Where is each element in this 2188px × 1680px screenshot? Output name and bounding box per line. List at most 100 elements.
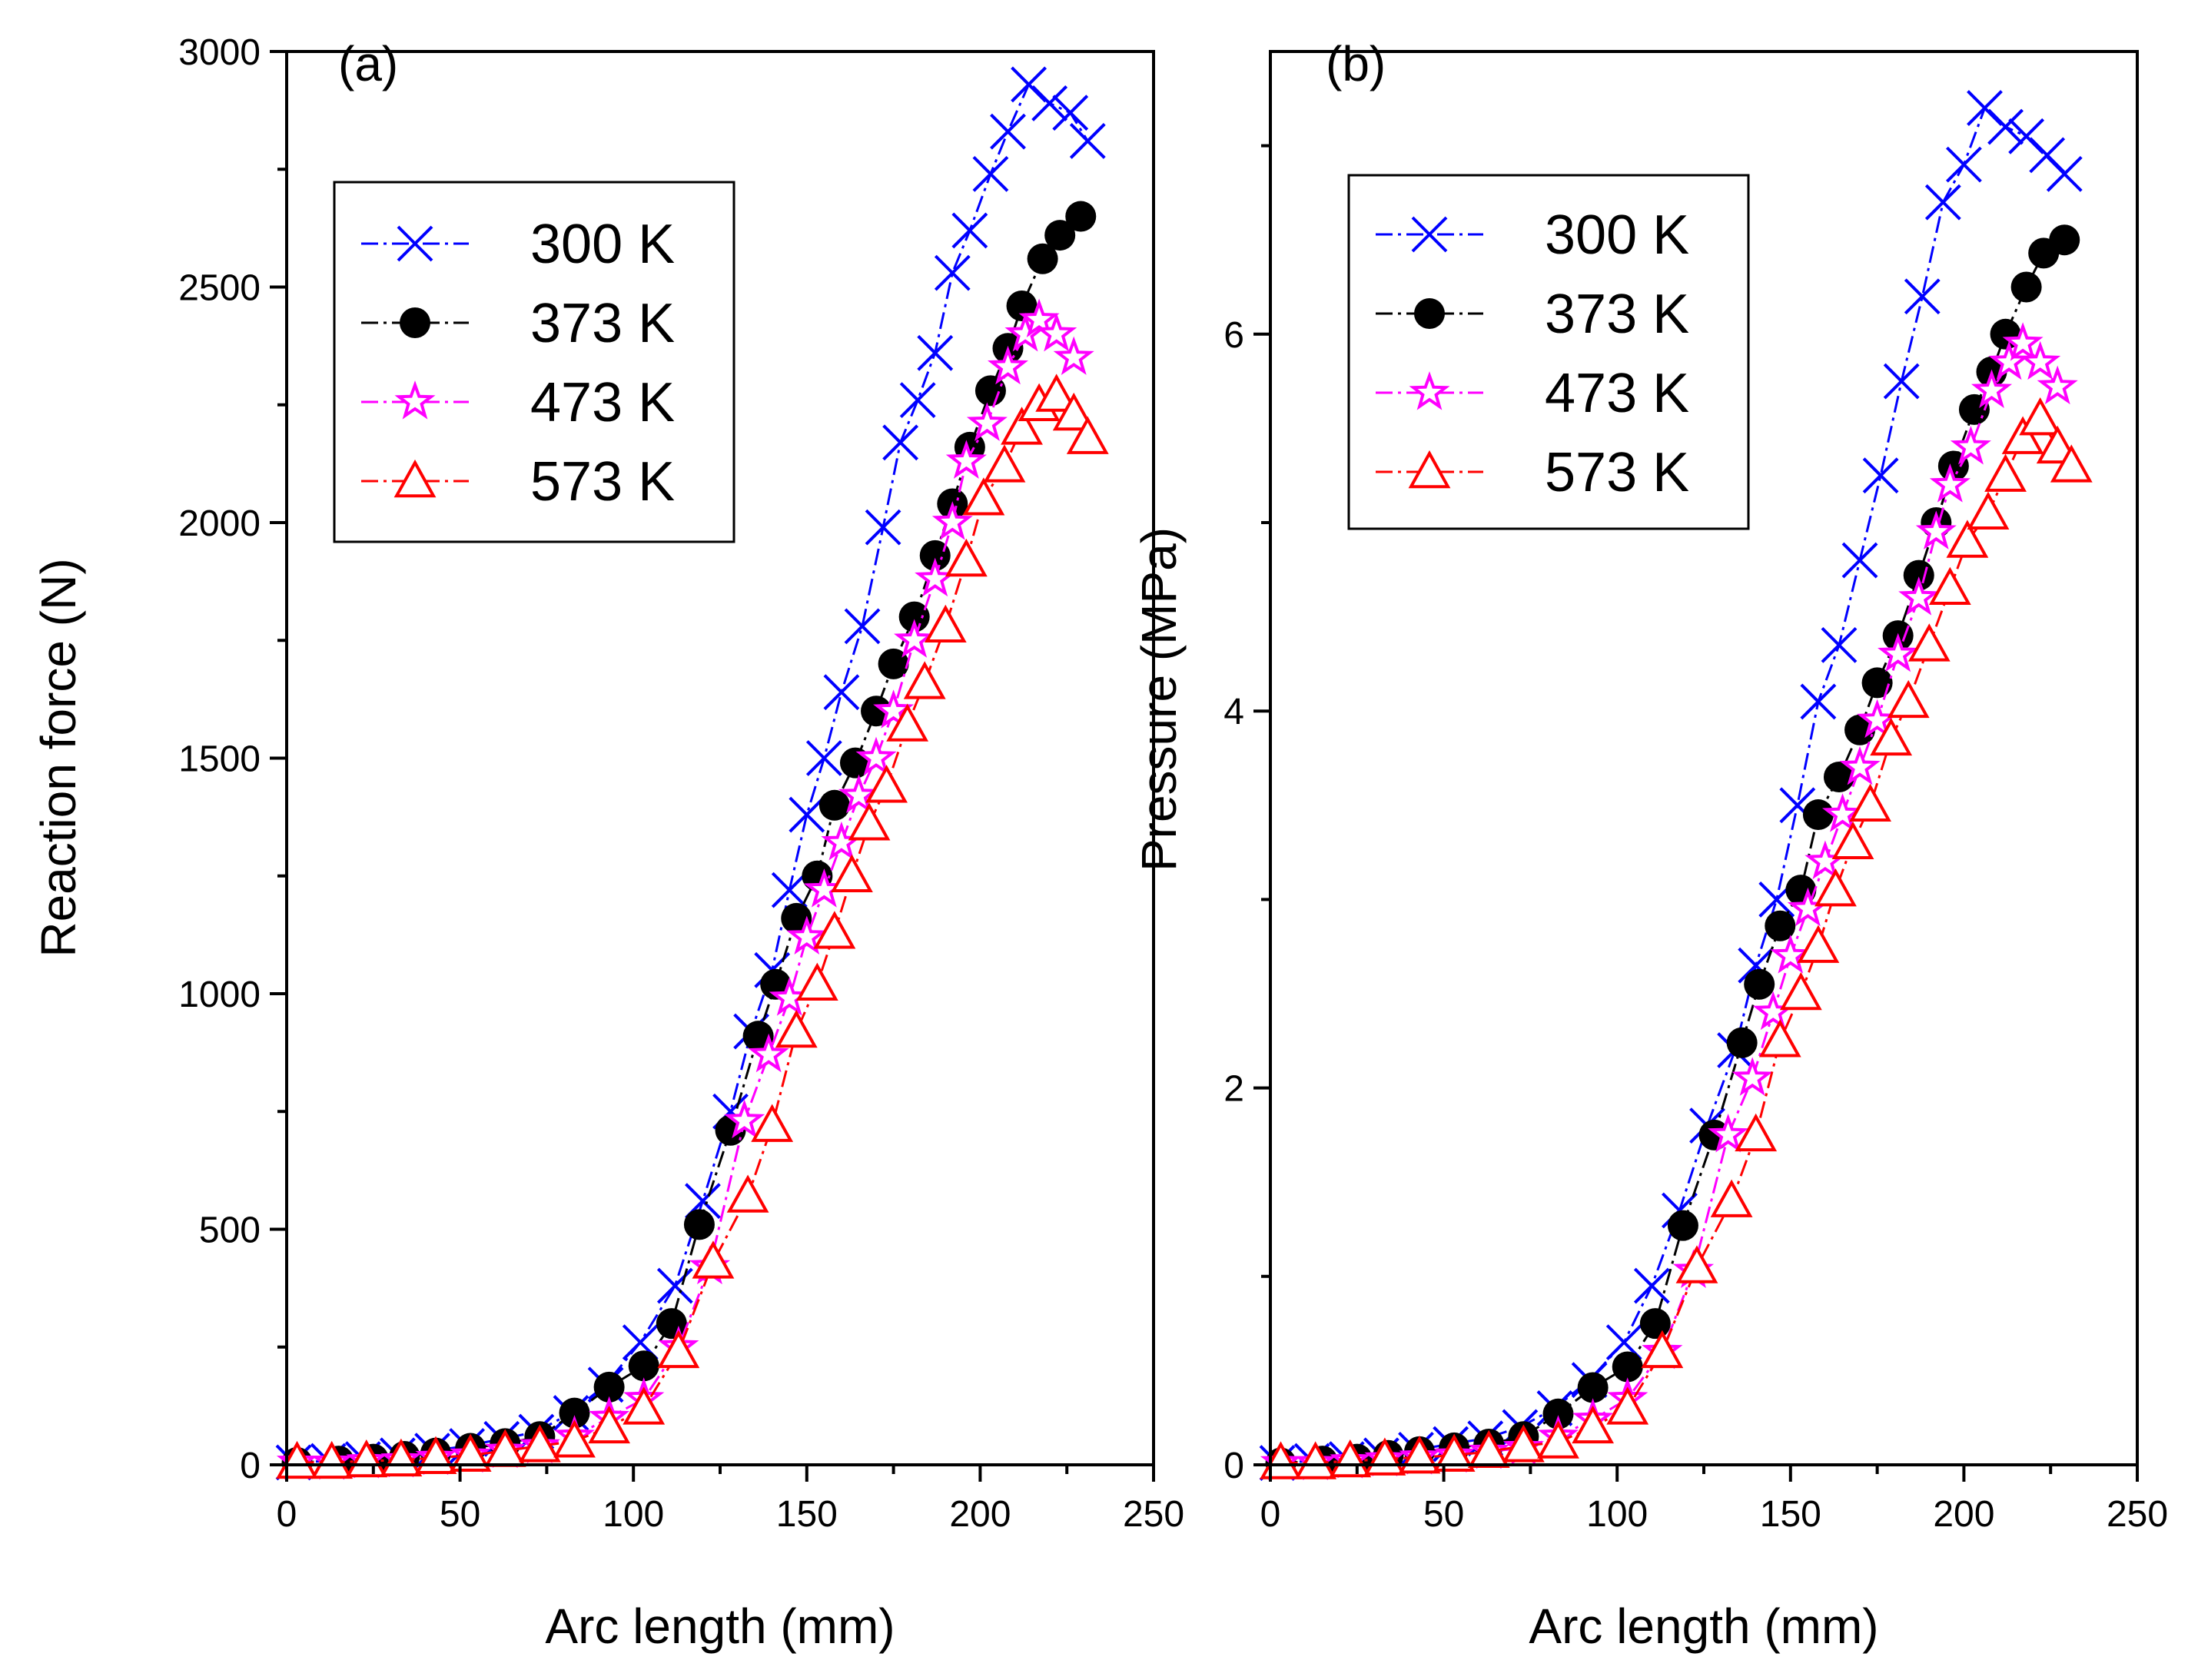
- panel-a-legend-item-300k: 300 K: [361, 214, 675, 275]
- panel-a-y-axis-title: Reaction force (N): [31, 558, 86, 957]
- panel-a-series-573k-point: [345, 1439, 388, 1478]
- panel-b-series-573k-point: [1831, 821, 1874, 860]
- panel-b-series-300k-point: [1924, 184, 1961, 221]
- panel-a-series-473k-point: [724, 1099, 765, 1139]
- panel-a-series-300k-point: [1069, 123, 1106, 159]
- panel-b-legend-label-473k: 473 K: [1545, 363, 1689, 424]
- panel-a-y-tick-label: 1000: [178, 974, 261, 1015]
- panel-a-series-373k-point: [818, 789, 850, 821]
- panel-b-series-300k-point: [1904, 278, 1941, 315]
- panel-b-series-300k-point: [1633, 1267, 1670, 1304]
- panel-b-series-373k-point: [1542, 1398, 1574, 1429]
- panel-b-series-573k-point: [1928, 566, 1971, 606]
- panel-a-series-573k-point: [813, 911, 856, 949]
- panel-b-series-573k-point: [1870, 717, 1913, 756]
- panel-a-legend-label-473k: 473 K: [530, 372, 675, 433]
- panel-a-series-573k-point: [831, 854, 873, 892]
- panel-a-series-300k-point: [789, 796, 825, 833]
- panel-a-x-tick-label: 50: [440, 1494, 480, 1535]
- panel-b-series-373k-point: [1639, 1308, 1671, 1340]
- panel-a-series-573k-point: [1066, 416, 1109, 454]
- panel-b-series-373k-point: [1861, 667, 1893, 699]
- panel-a-legend-marker-473k: [394, 380, 436, 420]
- panel-b-series-473k-point: [1988, 340, 2030, 380]
- panel-a-series-473k-point: [786, 915, 828, 955]
- panel-b-series-473k-point: [2037, 365, 2078, 405]
- panel-b-series-573k-point: [1735, 1113, 1778, 1152]
- panel-b-series-473k-point: [1929, 463, 1971, 503]
- panel-b-series-573k-point: [1675, 1245, 1718, 1283]
- panel-a-series-573k-point: [983, 444, 1026, 483]
- panel-b-series-573k-point: [1710, 1179, 1753, 1217]
- panel-b-series-573k-point: [1502, 1424, 1545, 1463]
- panel-b-x-tick-label: 50: [1423, 1494, 1464, 1535]
- panel-b-legend-marker-473k: [1409, 371, 1450, 410]
- panel-a-chart: 0 50 100 150 200 250050010001500200025003000 …: [31, 32, 1184, 1654]
- panel-b-x-tick-label: 150: [1760, 1494, 1821, 1535]
- panel-a-series-573k-point: [751, 1104, 794, 1142]
- panel-b-x-tick-label: 250: [2107, 1494, 2168, 1535]
- panel-b-series-573k-point: [1946, 520, 1989, 558]
- panel-b-series-300k-point: [1862, 457, 1899, 494]
- panel-b-series-373k-point: [1612, 1351, 1643, 1383]
- panel-a-series-573k-point: [518, 1424, 561, 1463]
- panel-a-label: (a): [338, 36, 398, 91]
- panel-a-series-300k-point: [972, 155, 1009, 192]
- panel-b-series-473k-point: [2002, 322, 2044, 361]
- panel-b-series-300k-point: [1883, 363, 1920, 400]
- panel-a-series-573k: [276, 374, 1109, 1479]
- panel-b-legend-item-373k: 373 K: [1376, 284, 1689, 345]
- panel-b-series-573k-point: [1572, 1405, 1615, 1444]
- panel-b-x-tick-label: 100: [1586, 1494, 1648, 1535]
- panel-a-series-473k-point: [855, 736, 897, 776]
- panel-b-series-573k-point: [1779, 971, 1822, 1011]
- panel-a-series-573k-point: [848, 802, 891, 841]
- panel-b-series-473k-point: [1950, 426, 1991, 465]
- panel-b-series-573k-point: [2019, 397, 2062, 436]
- panel-b-y-tick-label: 2: [1223, 1069, 1244, 1110]
- panel-b-series-473k-point: [1770, 935, 1811, 974]
- panel-a-series-373k-point: [683, 1209, 715, 1240]
- panel-b-series-373k-point: [1726, 1027, 1758, 1058]
- panel-b-series-473k-point: [1731, 1057, 1773, 1096]
- panel-b-series-373k-point: [2049, 224, 2080, 256]
- panel-b-legend-marker-573k: [1408, 450, 1451, 489]
- panel-a-series-573k-point: [795, 962, 838, 1001]
- panel-a-x-tick-label: 200: [949, 1494, 1011, 1535]
- panel-b-x-tick-label: 0: [1260, 1494, 1281, 1535]
- panel-a-series-573k-point: [1052, 392, 1095, 431]
- panel-a-legend-item-573k: 573 K: [361, 451, 675, 513]
- panel-a-series-300k-point: [1031, 85, 1068, 121]
- panel-a-series-300k-point: [899, 382, 936, 419]
- panel-a-series-473k-point: [838, 774, 880, 814]
- panel-a-y-tick-label: 500: [199, 1210, 261, 1251]
- panel-b-series-473k-point: [1898, 576, 1940, 616]
- panel-a-series-300k-point: [823, 674, 860, 711]
- panel-b-series-573k-point: [1984, 453, 2027, 492]
- panel-a-y-tick-label: 3000: [178, 32, 261, 73]
- panel-a-legend-marker-573k: [393, 459, 437, 498]
- panel-a-series-373k-point: [878, 648, 909, 679]
- panel-b-series-573k-point: [2050, 444, 2093, 483]
- panel-b-series-573k-point: [1641, 1330, 1684, 1369]
- panel-b-legend: 300 K 373 K 473 K 573 K: [1347, 174, 1750, 530]
- panel-b-legend-marker-300k: [1411, 216, 1448, 253]
- panel-a-series-573k-point: [553, 1419, 596, 1458]
- panel-b-y-tick-label: 6: [1223, 315, 1244, 356]
- panel-a-legend-items: 300 K 373 K 473 K 573 K: [361, 214, 675, 513]
- panel-b-series-473k-point: [1878, 632, 1919, 672]
- panel-b-series-373k-line: [1280, 238, 2066, 1464]
- panel-b-series-373k-point: [1765, 910, 1796, 941]
- panel-b-x-axis-title: Arc length (mm): [1529, 1599, 1878, 1654]
- panel-a-series-373k-point: [974, 375, 1006, 407]
- panel-a-series-573k-point: [865, 765, 908, 803]
- panel-a-x-tick-label: 250: [1123, 1494, 1184, 1535]
- panel-a-x-tick-label: 100: [603, 1494, 664, 1535]
- panel-a-series-573k-point: [924, 604, 967, 643]
- panel-a-series-573k-point: [945, 538, 988, 577]
- panel-a-series-573k-point: [962, 477, 1005, 516]
- panel-b-label: (b): [1326, 36, 1386, 91]
- panel-b-series-573k-point: [1907, 623, 1951, 662]
- panel-a-series-573k-point: [903, 661, 946, 699]
